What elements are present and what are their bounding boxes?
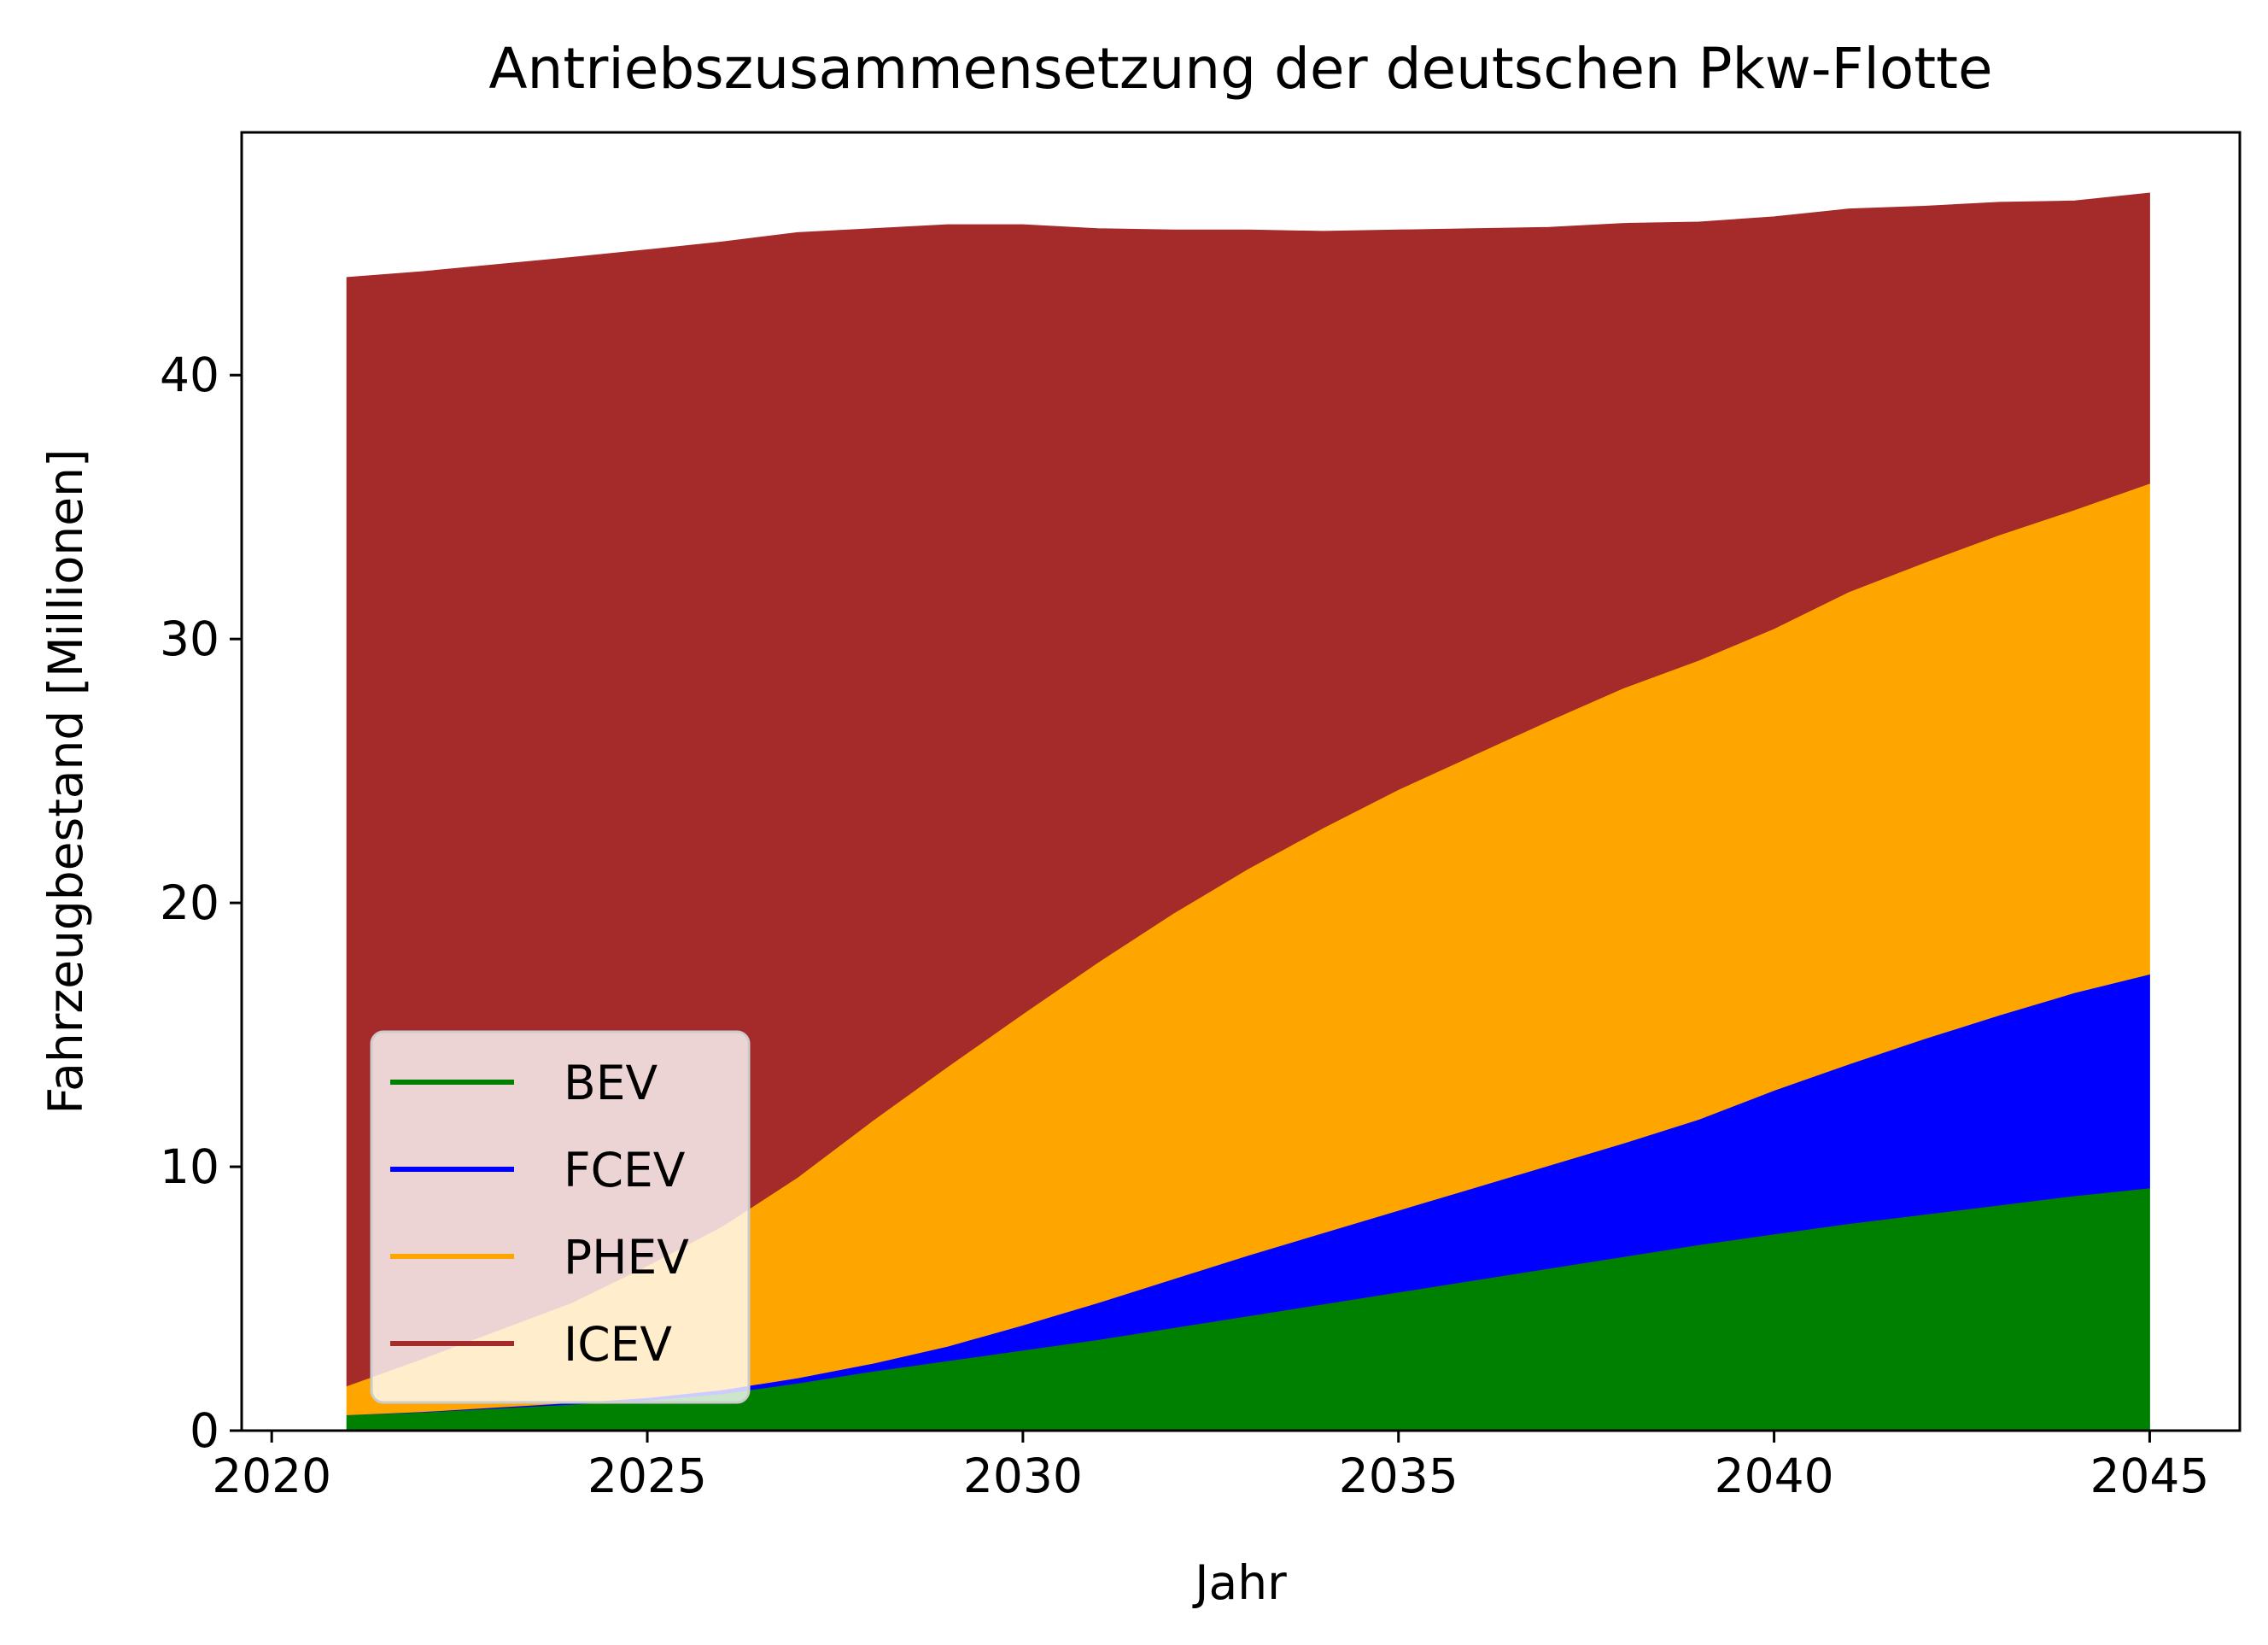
x-tick-label: 2040 bbox=[1715, 1449, 1834, 1503]
x-tick-label: 2025 bbox=[587, 1449, 707, 1503]
legend: BEV FCEV PHEV ICEV bbox=[370, 1030, 751, 1404]
legend-label-fcev: FCEV bbox=[564, 1143, 686, 1197]
y-tick-label: 40 bbox=[160, 348, 219, 402]
y-tick-label: 0 bbox=[190, 1403, 219, 1458]
y-axis: 0 10 20 30 40 bbox=[160, 348, 242, 1458]
x-axis-label: Jahr bbox=[1192, 1555, 1287, 1610]
x-tick-label: 2035 bbox=[1339, 1449, 1458, 1503]
y-tick-label: 20 bbox=[160, 875, 219, 930]
y-tick-label: 30 bbox=[160, 612, 219, 666]
chart-title: Antriebszusammensetzung der deutschen Pk… bbox=[488, 36, 1992, 102]
legend-label-bev: BEV bbox=[564, 1056, 658, 1110]
x-axis: 2020 2025 2030 2035 2040 2045 bbox=[212, 1431, 2209, 1503]
legend-label-icev: ICEV bbox=[564, 1317, 672, 1372]
y-axis-label: Fahrzeugbestand [Millionen] bbox=[38, 449, 93, 1115]
area-icev bbox=[346, 192, 2150, 1387]
plot-frame bbox=[240, 131, 2242, 1432]
y-tick-label: 10 bbox=[160, 1139, 219, 1194]
x-tick-label: 2030 bbox=[963, 1449, 1083, 1503]
x-tick-label: 2020 bbox=[212, 1449, 331, 1503]
area-layers bbox=[346, 192, 2150, 1431]
legend-box bbox=[370, 1030, 751, 1404]
x-tick-label: 2045 bbox=[2090, 1449, 2209, 1503]
legend-label-phev: PHEV bbox=[564, 1230, 689, 1285]
